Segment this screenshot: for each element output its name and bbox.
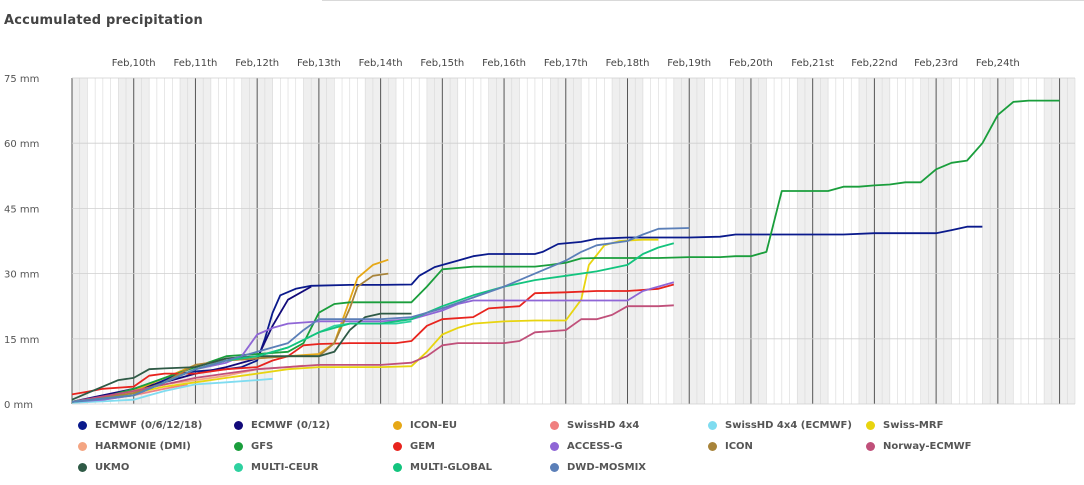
legend-label: Norway-ECMWF (883, 440, 972, 452)
legend-label: HARMONIE (DMI) (95, 440, 191, 452)
x-tick-label: Feb,21st (791, 58, 834, 69)
y-tick-label: 45 mm (4, 204, 39, 215)
series-line (71, 377, 273, 404)
legend-label: ECMWF (0/12) (251, 419, 331, 431)
legend-item[interactable]: Swiss-MRF (866, 418, 943, 432)
legend-swatch (550, 462, 559, 472)
y-tick-label: 30 mm (4, 270, 39, 281)
legend-label: MULTI-CEUR (251, 461, 319, 473)
y-axis-tick-labels: 0 mm 15 mm 30 mm 45 mm 60 mm 75 mm (4, 74, 39, 411)
x-tick-label: Feb,20th (729, 58, 773, 69)
x-tick-label: Feb,19th (667, 58, 711, 69)
legend-item[interactable]: ICON-EU (393, 418, 457, 432)
legend-item[interactable]: ECMWF (0/6/12/18) (78, 418, 202, 432)
legend-label: ICON-EU (410, 419, 458, 431)
x-tick-label: Feb,15th (420, 58, 464, 69)
legend-item[interactable]: UKMO (78, 460, 129, 474)
legend-swatch (393, 441, 402, 451)
y-tick-label: 15 mm (4, 335, 39, 346)
legend-label: DWD-MOSMIX (567, 461, 647, 473)
x-tick-label: Feb,11th (174, 58, 218, 69)
tab-divider (322, 0, 1084, 1)
legend-label: GFS (251, 440, 274, 452)
legend-swatch (393, 462, 402, 472)
legend-label: SwissHD 4x4 (567, 419, 640, 431)
legend-item[interactable]: Norway-ECMWF (866, 439, 972, 453)
legend-item[interactable]: DWD-MOSMIX (550, 460, 646, 474)
tab-bar (0, 0, 1084, 3)
legend-item[interactable]: MULTI-CEUR (234, 460, 318, 474)
legend-item[interactable]: GFS (234, 439, 273, 453)
horizontal-gridlines (72, 77, 1075, 405)
legend-swatch (234, 420, 243, 430)
x-tick-label: Feb,22nd (851, 58, 897, 69)
legend-label: ECMWF (0/6/12/18) (95, 419, 203, 431)
legend-label: SwissHD 4x4 (ECMWF) (725, 419, 852, 431)
series-line (71, 285, 312, 403)
legend-swatch (234, 462, 243, 472)
x-tick-label: Feb,12th (235, 58, 279, 69)
x-tick-label: Feb,10th (112, 58, 156, 69)
chart-title: Accumulated precipitation (4, 13, 203, 28)
legend-item[interactable]: GEM (393, 439, 435, 453)
y-tick-label: 60 mm (4, 139, 39, 150)
x-tick-label: Feb,18th (606, 58, 650, 69)
x-tick-label: Feb,14th (359, 58, 403, 69)
legend-item[interactable]: SwissHD 4x4 (ECMWF) (708, 418, 852, 432)
legend-item[interactable]: SwissHD 4x4 (550, 418, 639, 432)
series-line (71, 99, 1060, 403)
legend-label: GEM (410, 440, 435, 452)
series-line (71, 227, 690, 403)
x-tick-label: Feb,16th (482, 58, 526, 69)
legend-label: ICON (725, 440, 753, 452)
legend-swatch (78, 441, 87, 451)
y-tick-label: 0 mm (4, 400, 33, 411)
series-line (71, 283, 675, 396)
legend-item[interactable]: ICON (708, 439, 753, 453)
x-tick-label: Feb,24th (976, 58, 1020, 69)
series-line (71, 304, 674, 403)
legend-item[interactable]: ACCESS-G (550, 439, 623, 453)
legend-label: ACCESS-G (567, 440, 623, 452)
legend-item[interactable]: ECMWF (0/12) (234, 418, 330, 432)
legend-swatch (550, 420, 559, 430)
precipitation-chart: Feb,10th Feb,11th Feb,12th Feb,13th Feb,14th… (4, 58, 1076, 411)
legend-swatch (78, 420, 87, 430)
legend-label: UKMO (95, 461, 130, 473)
legend-swatch (78, 462, 87, 472)
x-axis-tick-labels: Feb,10th Feb,11th Feb,12th Feb,13th Feb,14th… (112, 58, 1020, 69)
x-tick-label: Feb,13th (297, 58, 341, 69)
legend-swatch (708, 420, 717, 430)
legend-swatch (866, 441, 875, 451)
legend-swatch (708, 441, 717, 451)
series-lines (71, 99, 1060, 404)
legend-item[interactable]: MULTI-GLOBAL (393, 460, 492, 474)
legend-swatch (550, 441, 559, 451)
legend-label: Swiss-MRF (883, 419, 944, 431)
active-tab[interactable] (0, 0, 322, 3)
y-tick-label: 75 mm (4, 74, 39, 85)
legend-swatch (234, 441, 243, 451)
x-tick-label: Feb,23rd (914, 58, 958, 69)
legend-swatch (393, 420, 402, 430)
legend-item[interactable]: HARMONIE (DMI) (78, 439, 191, 453)
legend-label: MULTI-GLOBAL (410, 461, 492, 473)
x-tick-label: Feb,17th (544, 58, 588, 69)
legend-swatch (866, 420, 875, 430)
